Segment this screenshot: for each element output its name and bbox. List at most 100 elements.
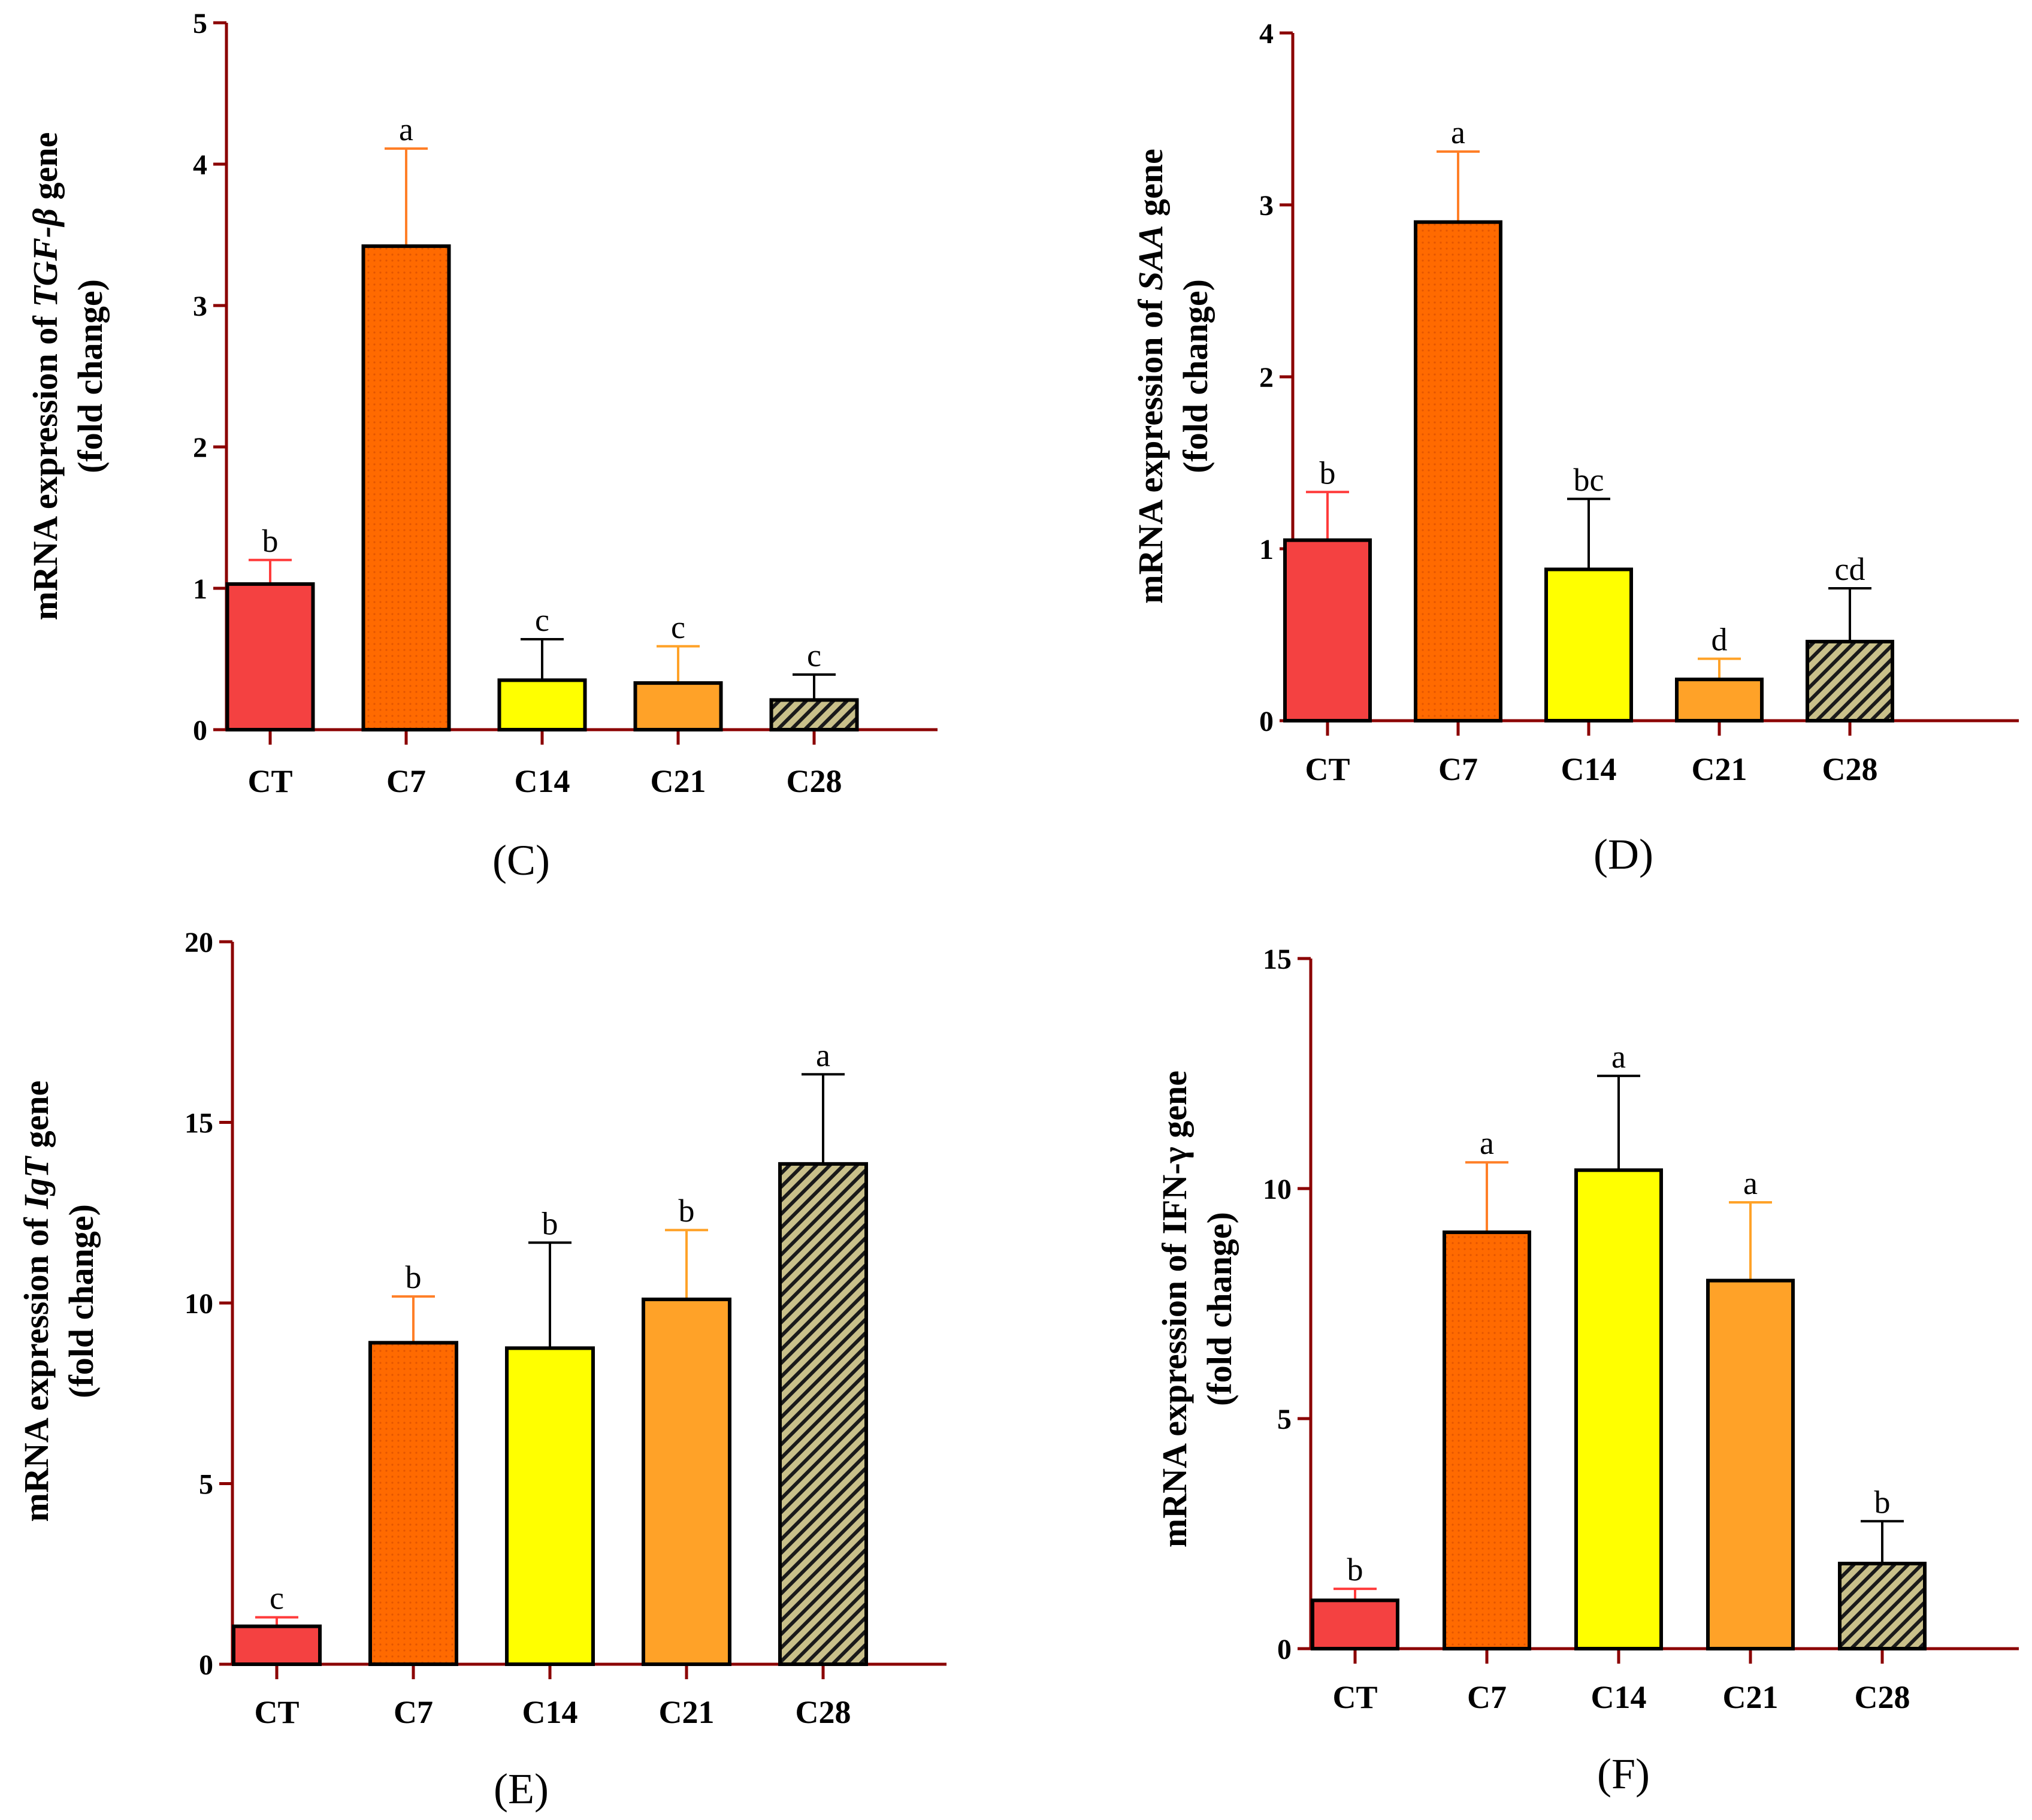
y-axis-label-prefix: mRNA expression of — [1131, 291, 1170, 604]
y-tick-label: 20 — [185, 927, 213, 959]
significance-letter: d — [1712, 622, 1728, 658]
y-tick-label: 15 — [185, 1108, 213, 1139]
bar-c21 — [633, 681, 723, 731]
y-tick-label: 10 — [185, 1288, 213, 1320]
category-label: CT — [1332, 1679, 1377, 1715]
bar-c14 — [1544, 567, 1633, 722]
y-tick-label: 5 — [193, 8, 207, 40]
bar-c28 — [769, 698, 859, 731]
bar-ct — [232, 1624, 322, 1667]
panel-label: (E) — [494, 1765, 549, 1813]
y-axis-label-unit: (fold change) — [62, 1204, 101, 1398]
y-tick-label: 4 — [193, 149, 207, 181]
category-label: CT — [247, 763, 292, 799]
significance-letter: c — [270, 1580, 284, 1616]
bar-c7 — [1414, 220, 1502, 722]
y-tick-label: 3 — [193, 291, 207, 322]
category-label: C14 — [1561, 751, 1617, 787]
bar-c7 — [368, 1341, 458, 1667]
y-tick-label: 1 — [1259, 534, 1274, 566]
y-axis-label-suffix: gene — [1131, 149, 1170, 225]
category-label: C14 — [515, 763, 570, 799]
bar-c7 — [1443, 1230, 1531, 1650]
y-axis-label: mRNA expression of IgT gene — [17, 1081, 56, 1522]
category-label: CT — [254, 1694, 299, 1730]
category-label: C28 — [787, 763, 842, 799]
category-label: C14 — [522, 1694, 578, 1730]
category-label: C7 — [1438, 751, 1478, 787]
y-axis-label-prefix: mRNA expression of — [1155, 1235, 1194, 1548]
y-axis-label-unit: (fold change) — [71, 279, 110, 473]
chart-panel-e: 0 5 10 15 20 c CT b C7 b C14 b C21 a C28 mRNA expressio… — [17, 927, 947, 1813]
significance-letter: c — [671, 609, 685, 645]
category-label: CT — [1305, 751, 1350, 787]
chart-panel-c: 0 1 2 3 4 5 b CT a C7 c C14 c C21 c C28 mRNA expression … — [26, 8, 938, 884]
significance-letter: bc — [1574, 462, 1604, 498]
category-label: C21 — [1723, 1679, 1779, 1715]
bar-c28 — [1806, 639, 1894, 722]
category-label: C14 — [1591, 1679, 1647, 1715]
bar-ct — [1283, 538, 1372, 723]
bar-c21 — [1675, 678, 1764, 722]
category-label: C28 — [796, 1694, 851, 1730]
category-label: C7 — [394, 1694, 433, 1730]
significance-letter: a — [399, 111, 413, 147]
y-tick-label: 2 — [1259, 362, 1274, 394]
y-axis-label-prefix: mRNA expression of — [17, 1209, 56, 1522]
y-tick-label: 4 — [1259, 18, 1274, 50]
significance-letter: c — [535, 602, 549, 638]
panel-label: (D) — [1593, 830, 1653, 878]
y-axis-label-gene: TGF-β — [26, 208, 65, 307]
bar-ct — [1311, 1598, 1399, 1651]
bar-c14 — [1574, 1168, 1663, 1650]
y-axis-label-suffix: gene — [26, 132, 65, 208]
significance-letter: cd — [1835, 551, 1865, 587]
significance-letter: b — [679, 1193, 695, 1229]
category-label: C7 — [1467, 1679, 1507, 1715]
significance-letter: b — [1874, 1484, 1891, 1520]
y-tick-label: 0 — [193, 715, 207, 746]
bar-c14 — [505, 1346, 595, 1666]
significance-letter: b — [262, 523, 279, 559]
category-label: C28 — [1822, 751, 1878, 787]
chart-panel-d: 0 1 2 3 4 b CT a C7 bc C14 d C21 cd C28 mRNA expression… — [1131, 18, 2019, 878]
category-label: C21 — [651, 763, 706, 799]
significance-letter: c — [807, 637, 821, 673]
bar-c21 — [1706, 1278, 1795, 1651]
panel-label: (C) — [492, 836, 550, 884]
y-axis-label-unit: (fold change) — [1200, 1212, 1239, 1406]
category-label: C21 — [659, 1694, 715, 1730]
y-tick-label: 5 — [199, 1469, 213, 1501]
chart-panel-f: 0 5 10 15 b CT a C7 a C14 a C21 b C28 mRNA expression … — [1155, 944, 2019, 1798]
y-tick-label: 0 — [1277, 1634, 1292, 1665]
bar-ct — [225, 582, 315, 731]
y-axis-label: mRNA expression of TGF-β gene — [26, 132, 65, 621]
bar-c21 — [642, 1297, 731, 1666]
y-axis-label-gene: IgT — [17, 1155, 56, 1210]
y-tick-label: 10 — [1263, 1174, 1292, 1205]
y-tick-label: 0 — [1259, 706, 1274, 737]
bar-c28 — [778, 1162, 868, 1666]
y-axis-label-gene: IFN-γ — [1155, 1147, 1194, 1234]
significance-letter: b — [1320, 455, 1336, 491]
y-axis-label-gene: SAA — [1131, 225, 1170, 291]
y-tick-label: 0 — [199, 1649, 213, 1681]
significance-letter: a — [1611, 1039, 1626, 1075]
significance-letter: b — [542, 1205, 558, 1241]
significance-letter: b — [1347, 1552, 1363, 1588]
significance-letter: a — [1743, 1165, 1758, 1201]
y-axis-label-unit: (fold change) — [1176, 279, 1215, 473]
y-tick-label: 15 — [1263, 944, 1292, 975]
y-tick-label: 5 — [1277, 1404, 1292, 1435]
bar-c14 — [497, 678, 587, 732]
bar-c28 — [1838, 1561, 1927, 1650]
y-tick-label: 3 — [1259, 190, 1274, 222]
y-axis-label: mRNA expression of SAA gene — [1131, 149, 1170, 603]
significance-letter: a — [1480, 1125, 1494, 1161]
category-label: C28 — [1855, 1679, 1910, 1715]
y-axis-label-suffix: gene — [1155, 1071, 1194, 1147]
significance-letter: a — [816, 1037, 830, 1073]
category-label: C21 — [1692, 751, 1747, 787]
y-axis-label-suffix: gene — [17, 1081, 56, 1157]
